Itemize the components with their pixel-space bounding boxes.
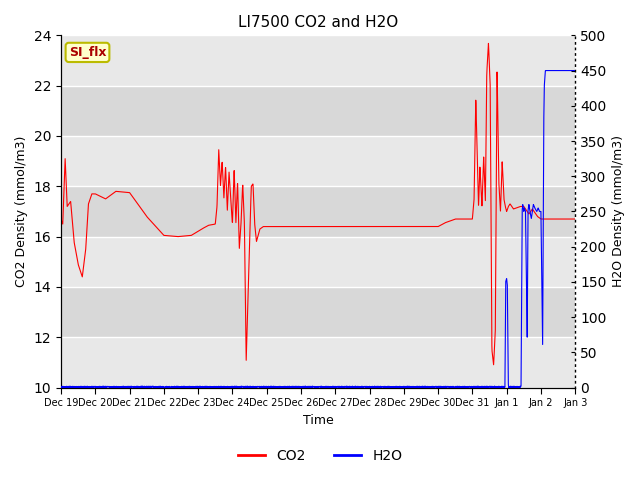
Y-axis label: CO2 Density (mmol/m3): CO2 Density (mmol/m3) [15, 136, 28, 287]
Bar [61, 85, 575, 136]
Bar [61, 287, 575, 337]
Text: SI_flx: SI_flx [68, 46, 106, 59]
Y-axis label: H2O Density (mmol/m3): H2O Density (mmol/m3) [612, 135, 625, 288]
Bar [61, 186, 575, 237]
Legend: CO2, H2O: CO2, H2O [232, 443, 408, 468]
Bar [61, 337, 575, 388]
X-axis label: Time: Time [303, 414, 333, 427]
Bar [61, 136, 575, 186]
Title: LI7500 CO2 and H2O: LI7500 CO2 and H2O [238, 15, 398, 30]
Bar [61, 36, 575, 85]
Bar [61, 237, 575, 287]
